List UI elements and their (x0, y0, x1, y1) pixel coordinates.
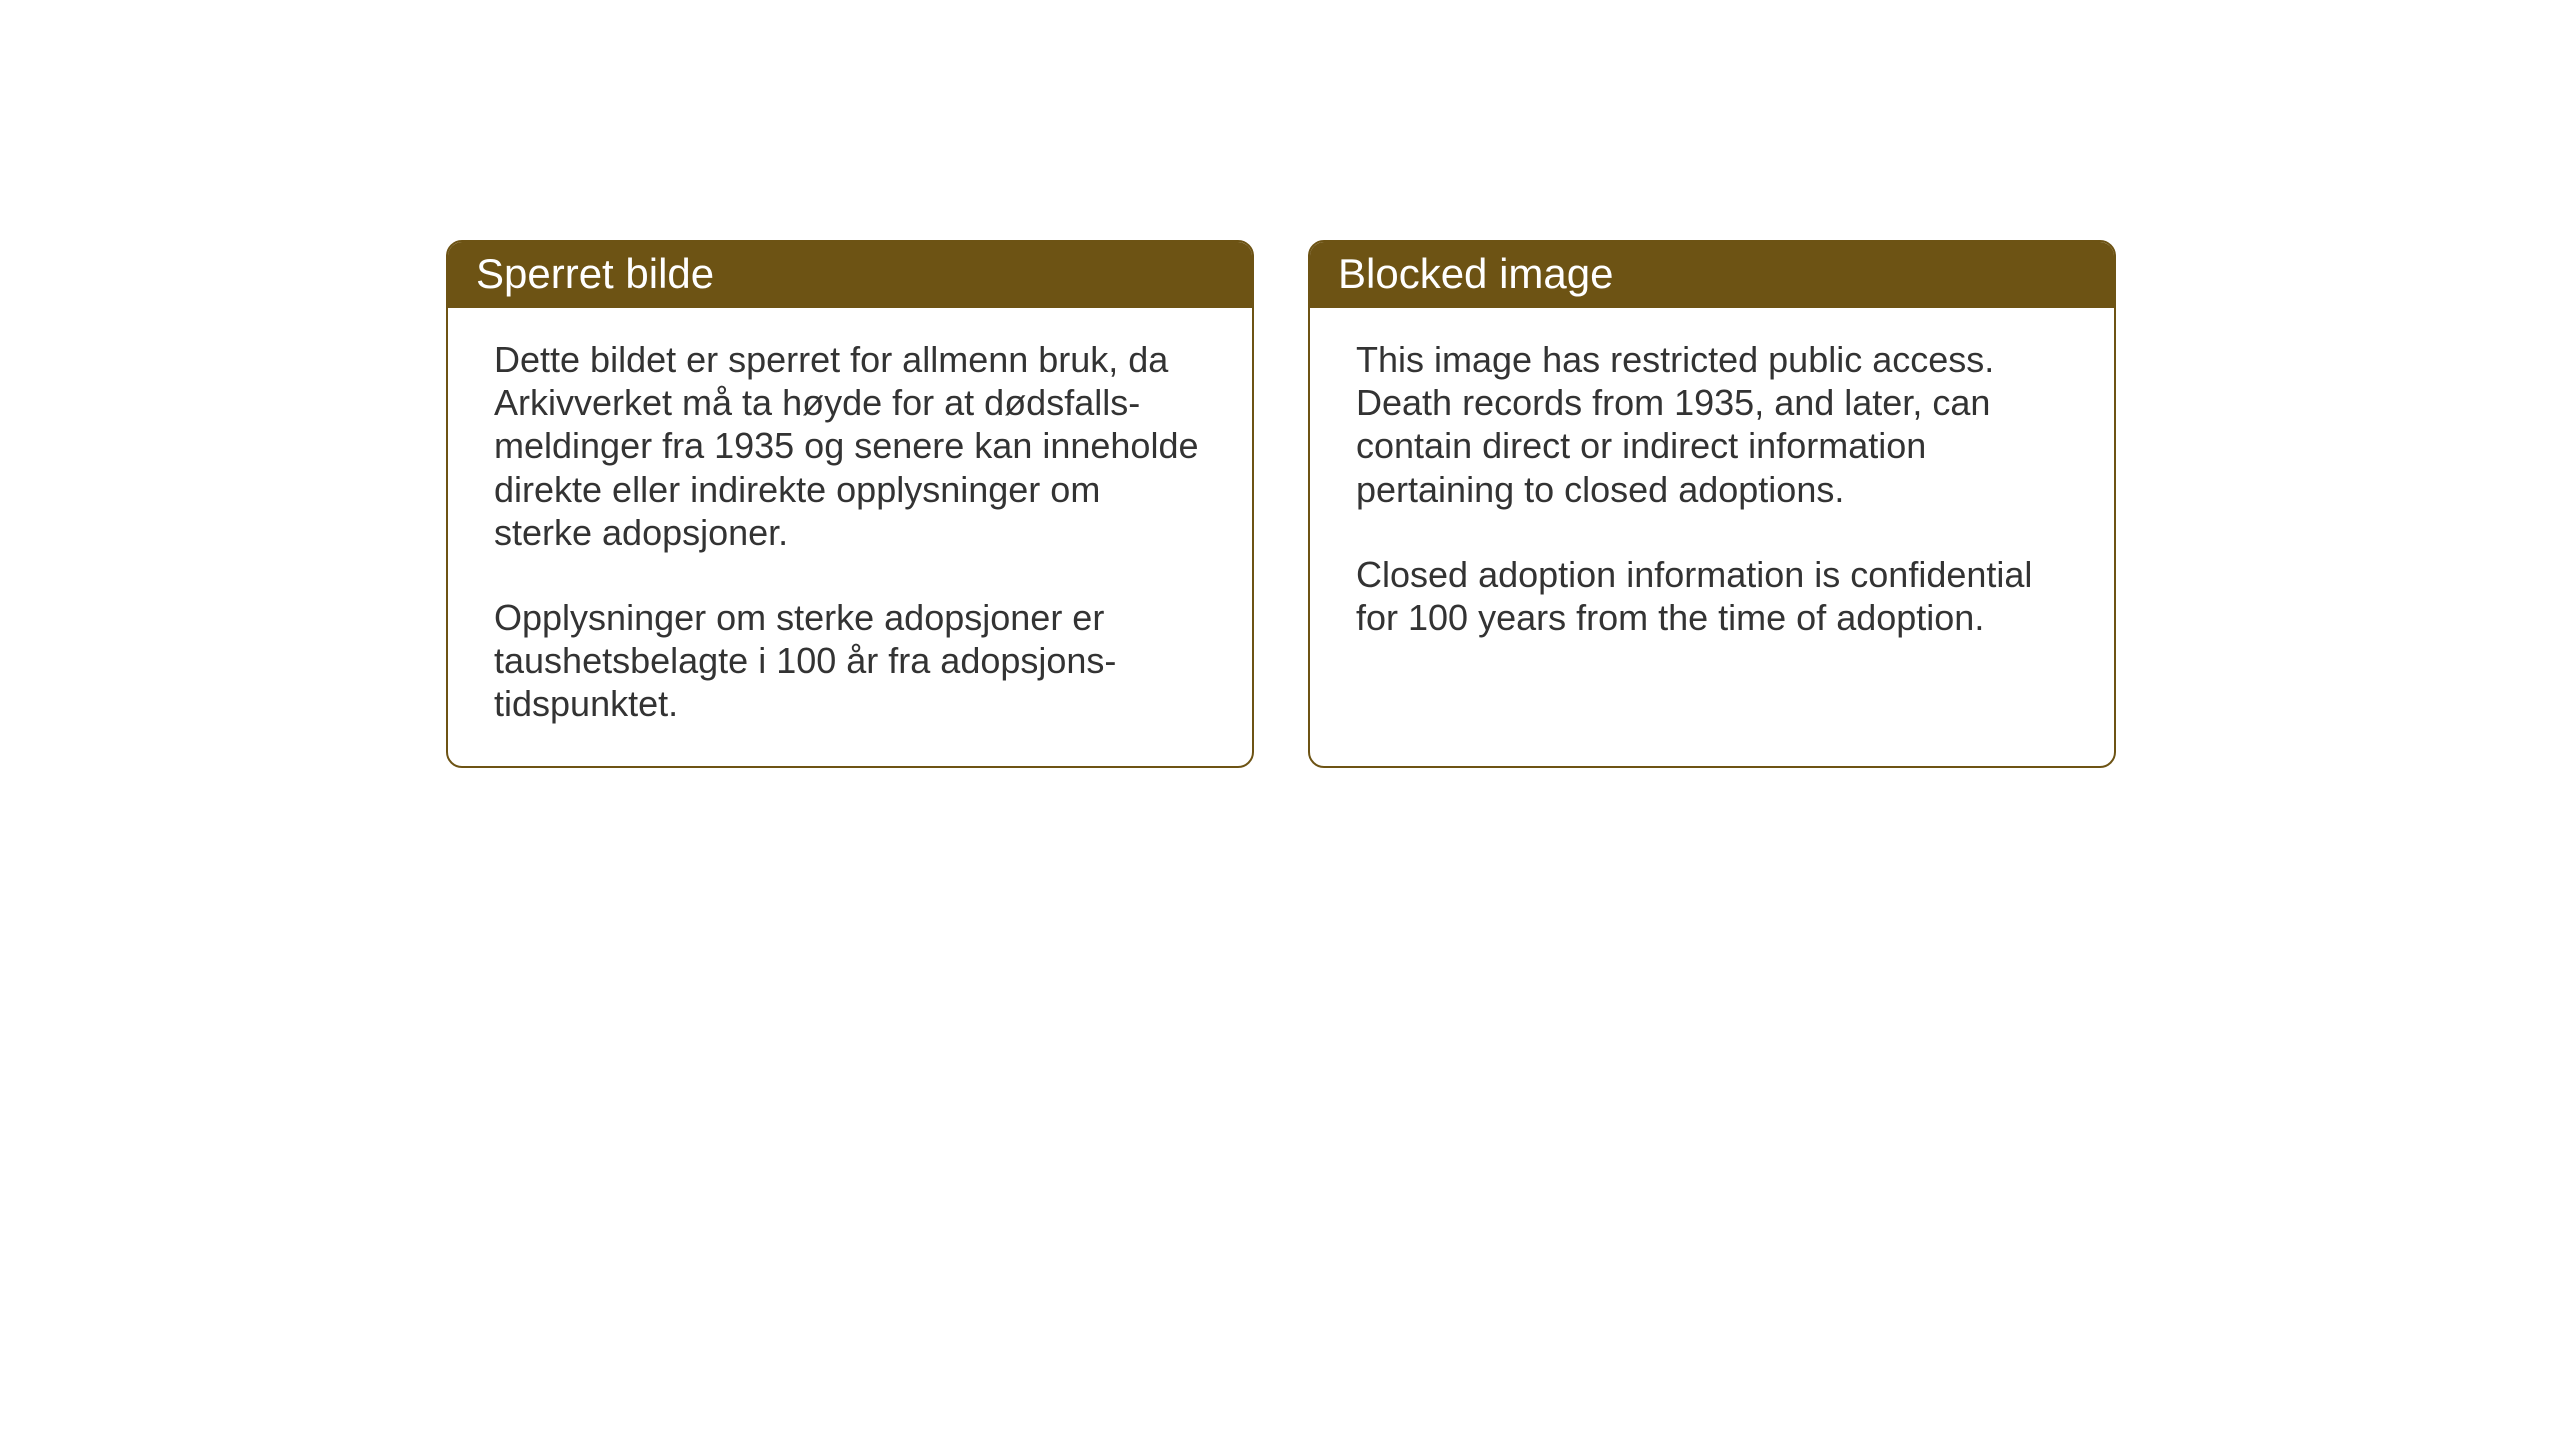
card-paragraph: Opplysninger om sterke adopsjoner er tau… (494, 596, 1206, 726)
notice-card-english: Blocked image This image has restricted … (1308, 240, 2116, 768)
card-title: Sperret bilde (476, 250, 714, 297)
notice-container: Sperret bilde Dette bildet er sperret fo… (446, 240, 2116, 768)
card-paragraph: Closed adoption information is confident… (1356, 553, 2068, 639)
card-title: Blocked image (1338, 250, 1613, 297)
card-paragraph: This image has restricted public access.… (1356, 338, 2068, 511)
card-paragraph: Dette bildet er sperret for allmenn bruk… (494, 338, 1206, 554)
card-body: This image has restricted public access.… (1310, 308, 2114, 679)
card-body: Dette bildet er sperret for allmenn bruk… (448, 308, 1252, 766)
card-header: Sperret bilde (448, 242, 1252, 308)
notice-card-norwegian: Sperret bilde Dette bildet er sperret fo… (446, 240, 1254, 768)
card-header: Blocked image (1310, 242, 2114, 308)
